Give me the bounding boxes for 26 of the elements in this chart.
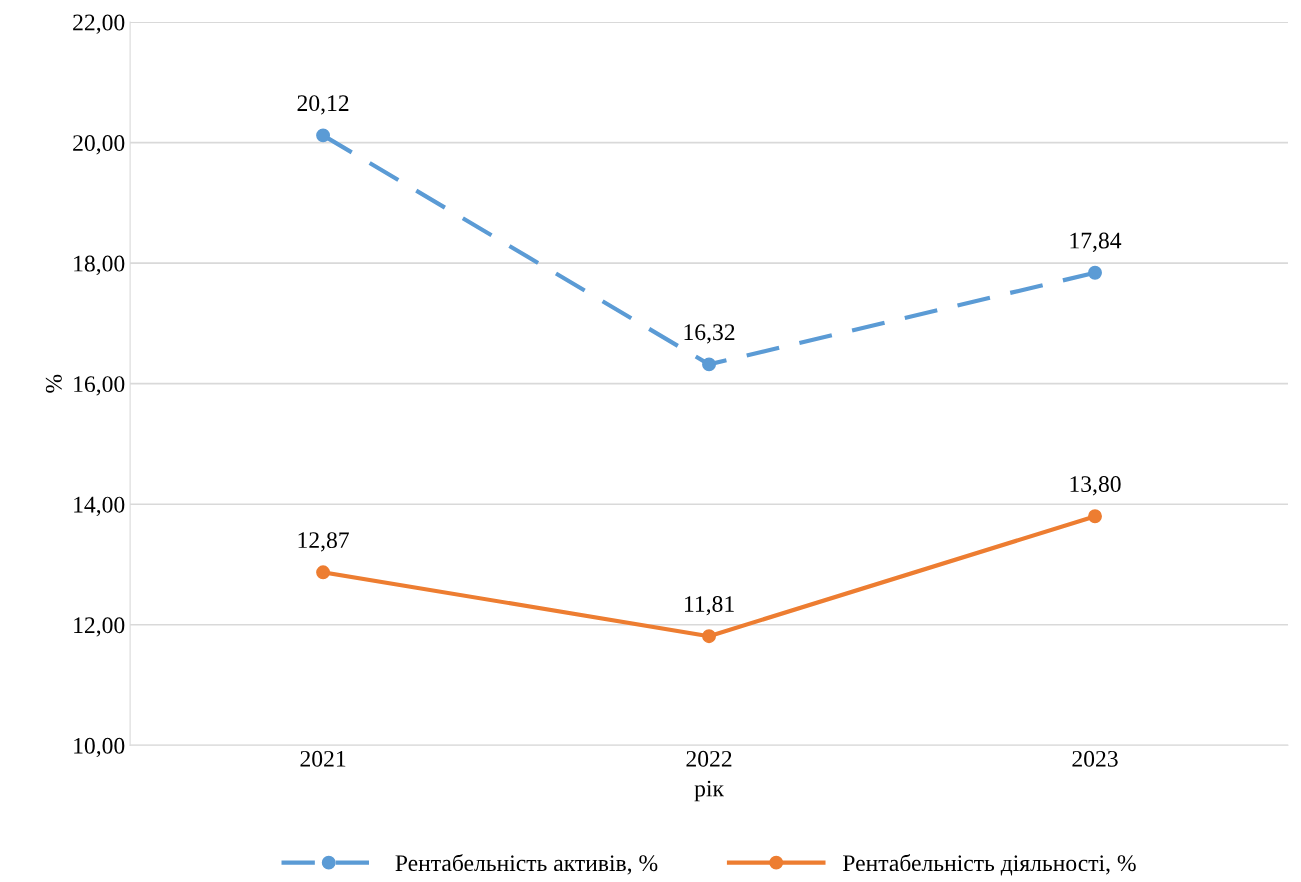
data-label: 17,84 [1070,232,1122,252]
data-label: 13,80 [1070,476,1121,496]
legend-label: Рентабельність активів, % [395,853,658,875]
y-tick-label: 20,00 [73,135,125,155]
point [702,357,716,372]
data-label: 12,87 [298,532,349,552]
y-tick-label: 22,00 [73,14,125,34]
point [316,565,331,580]
y-tick-label: 18,00 [74,255,125,275]
x-tick-label: 2021 [300,750,346,767]
x-tick-label: 2022 [686,750,732,767]
y-tick-label: 10,00 [74,737,125,758]
y-axis-title: % [45,374,62,393]
point [1088,509,1102,524]
y-tick-label: 12,00 [74,617,125,637]
legend-label: Рентабельність діяльності, % [843,853,1136,876]
point [1088,265,1102,280]
data-label: 11,81 [685,596,734,616]
data-label: 16,32 [684,324,735,344]
x-tick-label: 2023 [1072,750,1118,767]
point [702,629,716,644]
point [316,128,331,143]
y-tick-label: 16,00 [74,376,125,396]
x-axis-title: рік [694,780,724,802]
data-label: 20,12 [297,95,349,115]
y-tick-label: 14,00 [74,496,125,517]
